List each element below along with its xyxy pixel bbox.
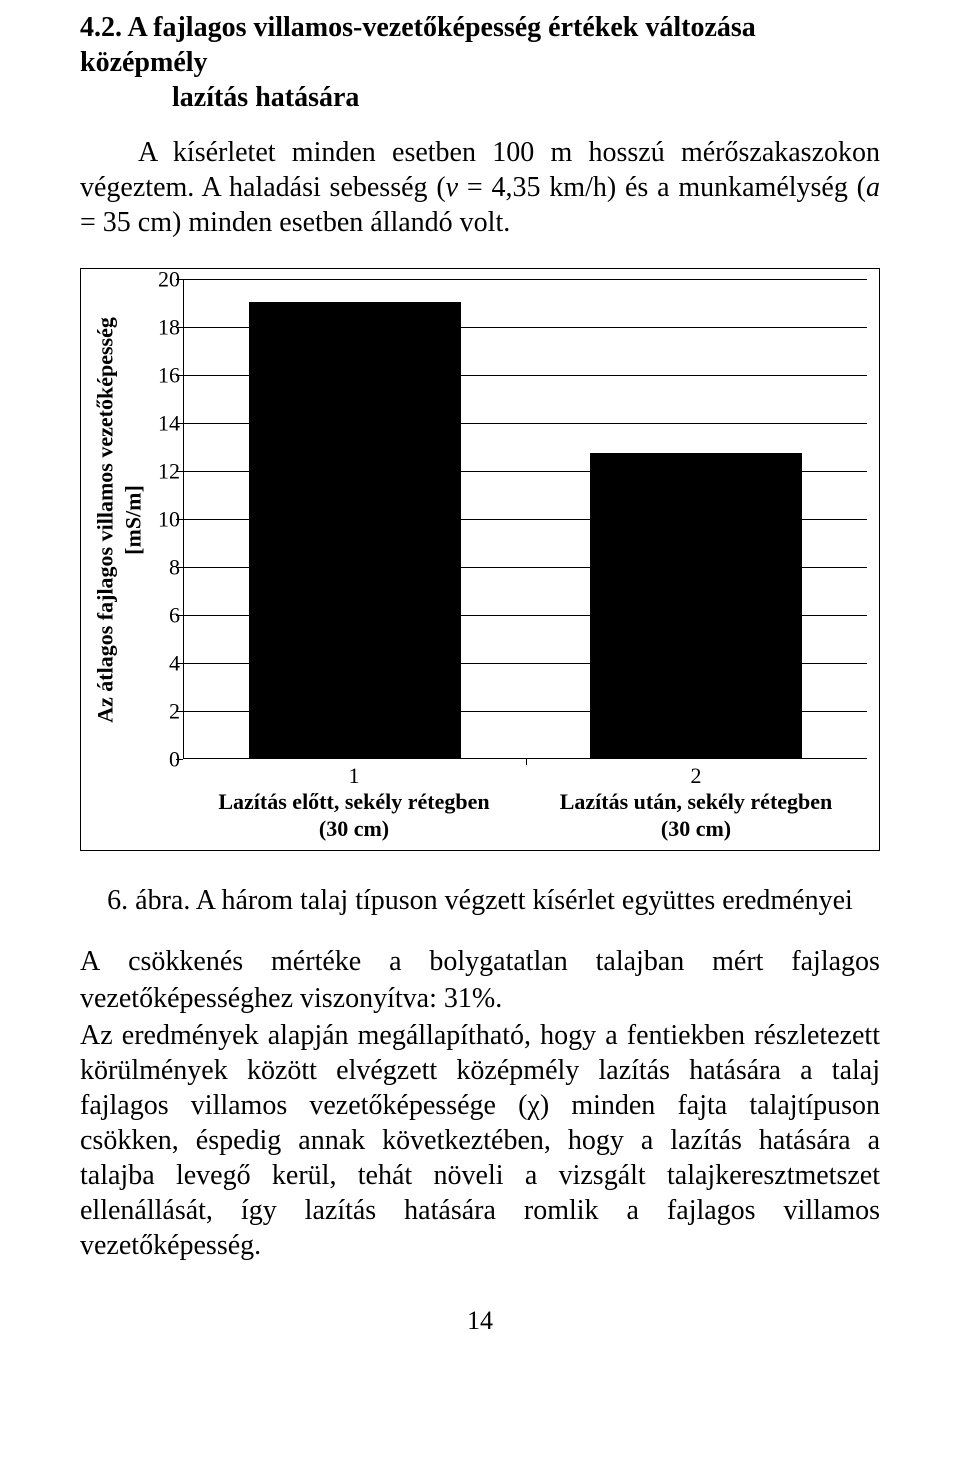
y-axis-label-slot: Az átlagos fajlagos villamos vezetőképes… — [93, 279, 145, 761]
x-axis-labels: 1Lazítás előtt, sekély rétegben(30 cm)2L… — [183, 763, 867, 842]
x-axis-category-number: 2 — [525, 763, 867, 789]
chart-row: Az átlagos fajlagos villamos vezetőképes… — [93, 279, 867, 761]
body-token: A — [80, 944, 100, 979]
y-tick-label: 12 — [158, 457, 180, 485]
intro-var-a: a — [866, 172, 880, 203]
x-axis-divider-tick — [526, 758, 527, 765]
x-axis-category-text: Lazítás előtt, sekély rétegben — [183, 789, 525, 815]
chart-bar — [249, 302, 461, 758]
x-axis-spacer — [93, 763, 183, 842]
gridline — [184, 279, 867, 280]
heading-number: 4.2. — [80, 12, 122, 43]
body-token: a — [389, 944, 401, 979]
section-heading: 4.2. A fajlagos villamos-vezetőképesség … — [80, 10, 880, 115]
body-token: bolygatatlan — [429, 944, 567, 979]
x-axis-category-text: (30 cm) — [525, 816, 867, 842]
body-text: Acsökkenés mértéke a bolygatatlan talajban mé… — [80, 944, 880, 1263]
body-token: csökkenés — [128, 944, 243, 979]
y-tick-label: 8 — [169, 553, 180, 581]
intro-text-3: = 35 cm) minden esetben állandó volt. — [80, 207, 510, 238]
y-tick-label: 2 — [169, 697, 180, 725]
body-line2: vezetőképességhez viszonyítva: 31%. — [80, 981, 880, 1016]
y-tick-label: 10 — [158, 505, 180, 533]
y-axis-label: Az átlagos fajlagos villamos vezetőképes… — [92, 317, 147, 723]
plot-column — [183, 279, 867, 761]
body-token: mértéke — [271, 944, 361, 979]
page: 4.2. A fajlagos villamos-vezetőképesség … — [0, 0, 960, 1378]
y-tick-label: 16 — [158, 361, 180, 389]
heading-title-line2: lazítás hatására — [172, 80, 880, 115]
y-tick-label: 20 — [158, 265, 180, 293]
body-token: talajban — [596, 944, 685, 979]
x-axis-labels-row: 1Lazítás előtt, sekély rétegben(30 cm)2L… — [93, 763, 867, 842]
plot-area — [183, 279, 867, 759]
y-tick-label: 4 — [169, 649, 180, 677]
x-axis-label: 2Lazítás után, sekély rétegben(30 cm) — [525, 763, 867, 842]
y-tick-label: 18 — [158, 313, 180, 341]
intro-paragraph: A kísérletet minden esetben 100 m hosszú… — [80, 135, 880, 240]
heading-title-line1: A fajlagos villamos-vezetőképesség érték… — [80, 12, 756, 78]
intro-var-v: v — [446, 172, 458, 203]
x-axis-category-number: 1 — [183, 763, 525, 789]
figure-caption: 6. ábra. A három talaj típuson végzett k… — [80, 883, 880, 918]
y-axis-ticks: 02468101214161820 — [145, 279, 183, 759]
y-tick-label: 14 — [158, 409, 180, 437]
y-tick-label: 0 — [169, 745, 180, 773]
body-rest: Az eredmények alapján megállapítható, ho… — [80, 1018, 880, 1263]
x-axis-label: 1Lazítás előtt, sekély rétegben(30 cm) — [183, 763, 525, 842]
intro-text-2: = 4,35 km/h) és a munkamélység ( — [458, 172, 866, 203]
page-number: 14 — [80, 1305, 880, 1338]
y-tick-label: 6 — [169, 601, 180, 629]
x-axis-category-text: (30 cm) — [183, 816, 525, 842]
chart-bar — [590, 453, 802, 758]
x-axis-category-text: Lazítás után, sekély rétegben — [525, 789, 867, 815]
body-token: mért — [712, 944, 763, 979]
body-token: fajlagos — [791, 944, 880, 979]
chart-container: Az átlagos fajlagos villamos vezetőképes… — [80, 268, 880, 851]
body-line1-spaced: Acsökkenés mértéke a bolygatatlan talajban mé… — [80, 944, 880, 979]
